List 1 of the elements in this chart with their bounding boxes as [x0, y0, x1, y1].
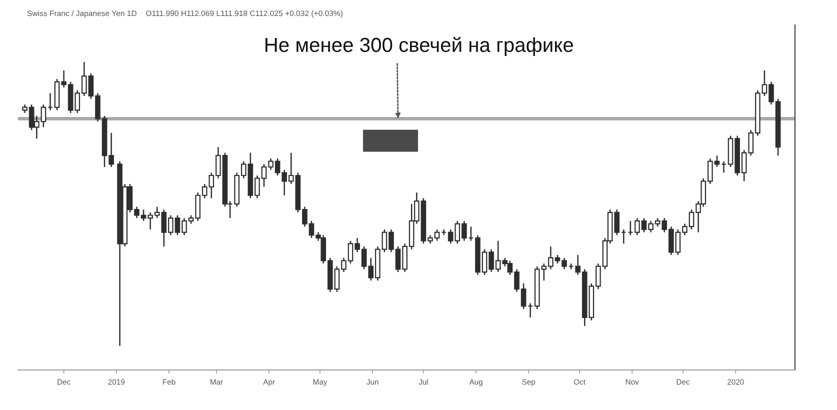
annotation: Не менее 300 свечей на графике — [266, 36, 573, 56]
